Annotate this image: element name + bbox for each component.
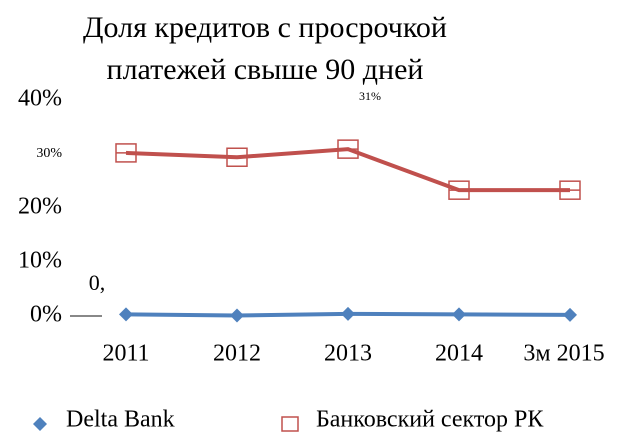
- series-line: [125, 147, 570, 193]
- x-tick-label: 2014: [435, 341, 483, 367]
- data-point: [341, 306, 355, 321]
- x-tick-label: 2012: [213, 341, 261, 367]
- annotation: 31%: [359, 89, 381, 103]
- y-tick-label: 20%: [18, 194, 62, 220]
- x-tick-label: 2013: [324, 341, 372, 367]
- y-tick-label: 0%: [30, 302, 62, 328]
- legend-label: Банковский сектор РК: [316, 407, 544, 433]
- chart-title: Доля кредитов с просрочкой: [83, 11, 447, 44]
- data-point: [230, 308, 244, 323]
- legend-marker: [281, 416, 299, 432]
- x-tick-label: 2011: [102, 341, 149, 367]
- legend-label: Delta Bank: [66, 407, 175, 433]
- legend-marker: [33, 417, 47, 431]
- chart-title: платежей свыше 90 дней: [107, 53, 424, 86]
- data-point: [563, 307, 577, 322]
- data-point: [119, 307, 133, 322]
- y-tick-label: 40%: [18, 86, 62, 112]
- y-tick-label: 10%: [18, 248, 62, 274]
- y-tick-label: 30%: [36, 146, 62, 161]
- x-tick-label: 3м 2015: [523, 341, 604, 367]
- data-point: [452, 307, 466, 322]
- annotation: 0,: [89, 270, 106, 295]
